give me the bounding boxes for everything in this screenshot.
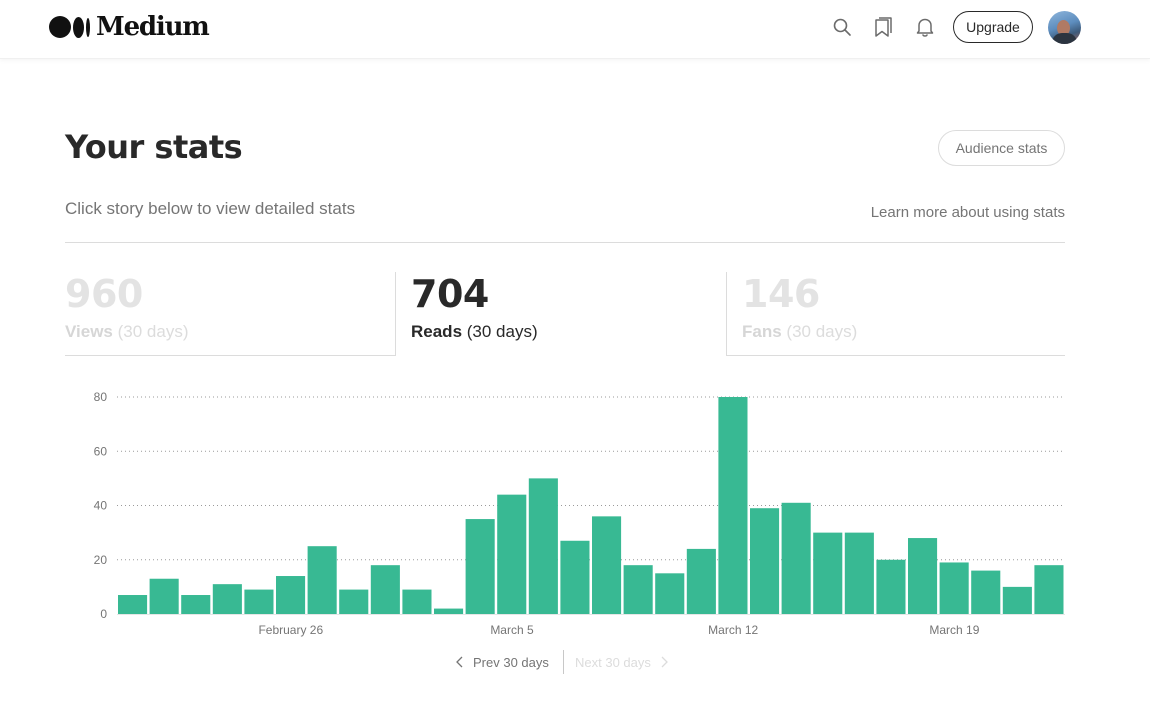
views-count: 960 xyxy=(65,272,143,316)
tab-views[interactable]: 960 Views (30 days) xyxy=(65,272,396,356)
chevron-left-icon xyxy=(456,656,463,668)
bar[interactable] xyxy=(939,562,969,614)
y-tick-label: 20 xyxy=(94,553,108,567)
prev-label: Prev 30 days xyxy=(473,654,549,670)
reads-bar-chart: 0 20 40 60 80 February 26 March 5 March 12 March… xyxy=(94,390,1065,637)
bar[interactable] xyxy=(781,502,811,614)
bar[interactable] xyxy=(212,584,242,614)
bar[interactable] xyxy=(1034,565,1064,614)
search-icon[interactable] xyxy=(830,14,854,40)
bar[interactable] xyxy=(655,573,685,614)
reads-label-text: Reads xyxy=(411,322,463,341)
bar[interactable] xyxy=(497,494,527,614)
bar[interactable] xyxy=(813,532,843,614)
y-tick-label: 80 xyxy=(94,390,108,404)
bar[interactable] xyxy=(181,595,211,614)
divider xyxy=(65,242,1065,243)
medium-logo[interactable]: Medium xyxy=(49,12,210,42)
bar[interactable] xyxy=(244,589,274,614)
bar[interactable] xyxy=(149,578,179,614)
reads-chart: 0 20 40 60 80 February 26 March 5 March 12 March… xyxy=(65,380,1075,640)
tab-fans[interactable]: 146 Fans (30 days) xyxy=(726,272,1065,356)
page-title: Your stats xyxy=(65,128,243,166)
bookmark-icon[interactable] xyxy=(871,14,895,40)
fans-count: 146 xyxy=(742,272,820,316)
bar[interactable] xyxy=(718,397,748,614)
avatar[interactable] xyxy=(1048,11,1081,44)
subtitle: Click story below to view detailed stats xyxy=(65,199,356,218)
bar[interactable] xyxy=(307,546,337,614)
medium-logo-mark xyxy=(49,16,90,38)
bar[interactable] xyxy=(402,589,432,614)
audience-stats-button[interactable]: Audience stats xyxy=(938,130,1065,166)
fans-label: Fans (30 days) xyxy=(742,322,857,342)
bar[interactable] xyxy=(592,516,622,614)
bar[interactable] xyxy=(118,595,148,614)
fans-period: (30 days) xyxy=(786,322,858,341)
bar[interactable] xyxy=(844,532,874,614)
logo-text: Medium xyxy=(96,12,210,42)
bar[interactable] xyxy=(750,508,780,614)
bar[interactable] xyxy=(908,538,938,614)
bar[interactable] xyxy=(339,589,369,614)
upgrade-button[interactable]: Upgrade xyxy=(953,11,1033,43)
x-tick-label: March 19 xyxy=(929,623,979,637)
y-tick-label: 60 xyxy=(94,444,108,458)
y-tick-label: 0 xyxy=(100,607,107,621)
reads-count: 704 xyxy=(411,272,489,316)
bar[interactable] xyxy=(528,478,558,614)
x-tick-label: March 5 xyxy=(490,623,534,637)
prev-30-days-button[interactable]: Prev 30 days xyxy=(455,652,549,672)
bar[interactable] xyxy=(686,548,716,614)
y-tick-label: 40 xyxy=(94,499,108,513)
next-30-days-button[interactable]: Next 30 days xyxy=(575,652,669,672)
bar[interactable] xyxy=(434,608,464,614)
x-tick-label: March 12 xyxy=(708,623,758,637)
tab-reads[interactable]: 704 Reads (30 days) xyxy=(396,272,726,356)
views-label: Views (30 days) xyxy=(65,322,189,342)
pager-divider xyxy=(563,650,564,674)
top-bar: Medium Upgrade xyxy=(0,0,1150,59)
bar[interactable] xyxy=(560,540,590,614)
bell-icon[interactable] xyxy=(913,14,937,40)
chevron-right-icon xyxy=(661,656,668,668)
reads-label: Reads (30 days) xyxy=(411,322,538,342)
fans-label-text: Fans xyxy=(742,322,782,341)
reads-period: (30 days) xyxy=(466,322,538,341)
bar[interactable] xyxy=(276,576,306,614)
views-period: (30 days) xyxy=(117,322,189,341)
x-tick-label: February 26 xyxy=(258,623,323,637)
bar[interactable] xyxy=(465,519,495,614)
next-label: Next 30 days xyxy=(575,654,651,670)
views-label-text: Views xyxy=(65,322,113,341)
bar[interactable] xyxy=(971,570,1001,614)
learn-more-link[interactable]: Learn more about using stats xyxy=(870,204,1065,221)
bar[interactable] xyxy=(876,559,906,614)
bar[interactable] xyxy=(623,565,653,614)
bar[interactable] xyxy=(370,565,400,614)
bar[interactable] xyxy=(1002,586,1032,614)
